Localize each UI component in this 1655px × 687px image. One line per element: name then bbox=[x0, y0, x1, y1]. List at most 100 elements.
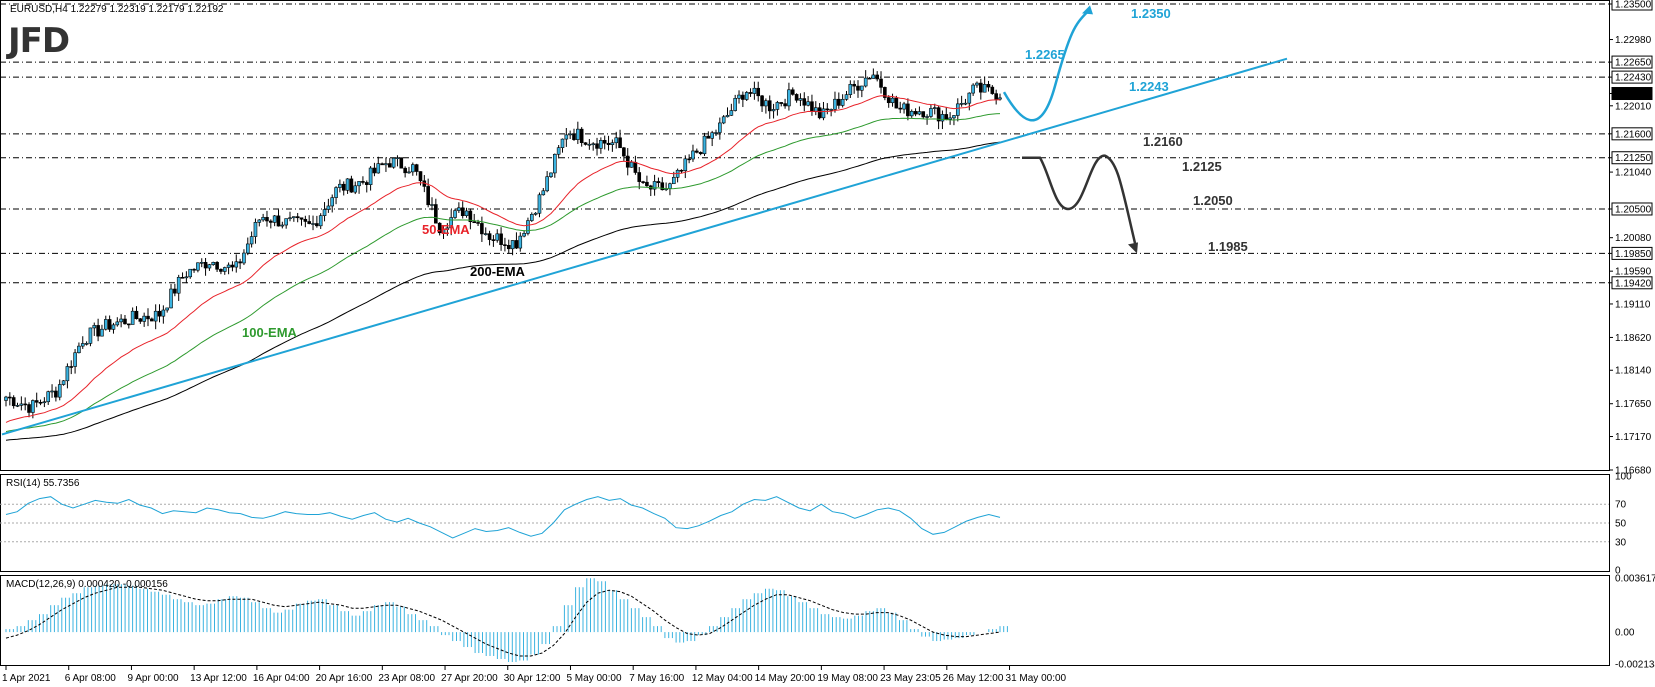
target-label-1-2050: 1.2050 bbox=[1193, 193, 1233, 208]
candle-bull bbox=[522, 233, 526, 237]
time-axis: 1 Apr 2021 6 Apr 08:00 9 Apr 00:00 13 Apr 1… bbox=[2, 666, 1067, 684]
candle-bear bbox=[480, 223, 484, 235]
candle-bull bbox=[798, 98, 803, 101]
candle-bull bbox=[564, 134, 569, 140]
price-tick-label: 1.23500 bbox=[1615, 0, 1652, 11]
candle-bull bbox=[840, 99, 845, 106]
candle-bull bbox=[376, 163, 381, 174]
candle-bull bbox=[288, 217, 292, 220]
candle-bear bbox=[583, 142, 588, 145]
candle-bull bbox=[441, 229, 446, 234]
candle-bear bbox=[779, 102, 784, 104]
price-tag-box bbox=[1611, 55, 1653, 69]
candle-bear bbox=[476, 222, 480, 224]
time-tick-label: 9 Apr 00:00 bbox=[127, 673, 179, 684]
macd-axis: 0.003617 0.00 -0.002134 bbox=[1615, 574, 1655, 671]
candle-bear bbox=[238, 261, 242, 264]
price-tick-label: 1.22010 bbox=[1615, 101, 1652, 112]
candle-bear bbox=[906, 103, 910, 117]
candle-bull bbox=[188, 268, 193, 278]
price-tick-label: 1.17650 bbox=[1615, 399, 1652, 410]
candle-bear bbox=[138, 318, 143, 322]
candle-bull bbox=[15, 405, 20, 407]
ema-100-line bbox=[5, 113, 1001, 433]
candle-bear bbox=[276, 215, 281, 227]
candle-bull bbox=[610, 142, 615, 145]
candle-bull bbox=[733, 98, 737, 111]
candle-bear bbox=[230, 264, 235, 268]
candle-bull bbox=[963, 102, 968, 105]
candle-bull bbox=[929, 108, 933, 117]
candle-bull bbox=[430, 204, 434, 206]
candle-bull bbox=[710, 132, 714, 139]
candle-bull bbox=[249, 236, 254, 245]
candle-bear bbox=[157, 310, 162, 317]
time-tick-label: 31 May 00:00 bbox=[1006, 673, 1067, 684]
candle-bear bbox=[23, 403, 27, 406]
macd-tick-label: 0.003617 bbox=[1615, 574, 1655, 585]
rsi-line bbox=[5, 496, 1001, 539]
candle-bear bbox=[602, 140, 607, 144]
time-tick-label: 6 Apr 08:00 bbox=[65, 673, 117, 684]
candle-bull bbox=[806, 101, 810, 106]
price-tick-label: 1.22192 bbox=[1615, 89, 1652, 100]
candle-bear bbox=[741, 94, 745, 100]
price-tick-label: 1.18620 bbox=[1615, 333, 1652, 344]
candle-bear bbox=[633, 161, 638, 173]
candle-bull bbox=[533, 212, 538, 215]
price-tick-label: 1.19110 bbox=[1615, 299, 1651, 310]
candle-bear bbox=[418, 171, 423, 182]
candle-bear bbox=[219, 268, 223, 272]
time-tick-label: 13 Apr 12:00 bbox=[190, 673, 247, 684]
candle-bear bbox=[595, 143, 599, 149]
candle-bull bbox=[457, 207, 461, 211]
candle-bear bbox=[760, 95, 764, 107]
candle-bear bbox=[134, 310, 139, 320]
rsi-title: RSI(14) 55.7356 bbox=[6, 478, 80, 489]
candle-bear bbox=[146, 315, 150, 320]
candle-bull bbox=[453, 210, 457, 218]
candle-bear bbox=[27, 404, 31, 413]
candle-bull bbox=[242, 252, 246, 264]
candle-bull bbox=[61, 380, 66, 385]
candle-bull bbox=[764, 100, 768, 107]
candle-bear bbox=[679, 169, 684, 172]
candle-bull bbox=[629, 161, 634, 168]
time-tick-label: 26 May 12:00 bbox=[943, 673, 1004, 684]
candle-bear bbox=[372, 167, 377, 174]
candle-bull bbox=[518, 235, 523, 249]
time-tick-label: 23 Apr 08:00 bbox=[378, 673, 435, 684]
ema-200-line bbox=[5, 141, 1001, 441]
candle-bull bbox=[272, 215, 277, 223]
time-tick-label: 14 May 20:00 bbox=[755, 673, 816, 684]
candle-bear bbox=[215, 262, 219, 270]
price-tick-label: 1.19590 bbox=[1615, 267, 1652, 278]
macd-tick-label: -0.002134 bbox=[1615, 660, 1655, 671]
candle-bear bbox=[364, 182, 369, 185]
price-tick-label: 1.22650 bbox=[1615, 58, 1652, 69]
candle-bear bbox=[913, 111, 918, 115]
candle-bull bbox=[871, 74, 876, 79]
candle-bull bbox=[142, 315, 146, 322]
candle-bull bbox=[330, 197, 335, 207]
time-tick-label: 30 Apr 12:00 bbox=[504, 673, 561, 684]
candle-bear bbox=[380, 163, 384, 166]
candle-bull bbox=[42, 401, 47, 404]
candle-bear bbox=[817, 107, 822, 119]
candle-bear bbox=[437, 222, 442, 234]
candle-bull bbox=[902, 103, 906, 110]
candle-bear bbox=[403, 167, 407, 174]
candle-bear bbox=[875, 74, 879, 80]
rsi-tick-label: 70 bbox=[1615, 500, 1627, 511]
symbol-header: EURUSD,H4 1.22279 1.22319 1.22179 1.2219… bbox=[10, 4, 224, 15]
price-axis: 1.23500 1.22980 1.22650 1.22430 1.221921.220… bbox=[1609, 0, 1653, 477]
target-label-1-2265: 1.2265 bbox=[1025, 47, 1065, 62]
candle-bear bbox=[687, 158, 691, 161]
candle-bull bbox=[844, 94, 849, 100]
candle-bull bbox=[744, 92, 749, 100]
price-tick-label: 1.20080 bbox=[1615, 233, 1652, 244]
candle-bull bbox=[587, 143, 592, 146]
candle-bull bbox=[345, 178, 350, 191]
rsi-tick-label: 30 bbox=[1615, 537, 1627, 548]
time-tick-label: 1 Apr 2021 bbox=[2, 673, 51, 684]
